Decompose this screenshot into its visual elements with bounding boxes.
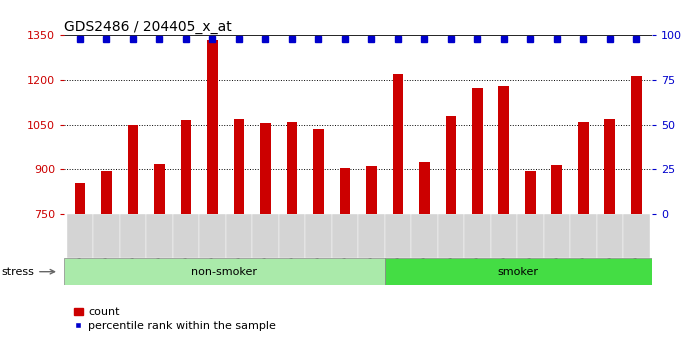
FancyBboxPatch shape <box>517 214 544 258</box>
Bar <box>313 129 324 214</box>
FancyBboxPatch shape <box>146 214 173 258</box>
Bar <box>234 119 244 214</box>
Bar <box>260 123 271 214</box>
FancyBboxPatch shape <box>120 214 146 258</box>
Text: stress: stress <box>1 267 54 277</box>
Bar <box>180 120 191 214</box>
Bar <box>207 40 218 214</box>
FancyBboxPatch shape <box>491 214 517 258</box>
Bar <box>472 87 482 214</box>
FancyBboxPatch shape <box>278 214 305 258</box>
FancyBboxPatch shape <box>385 258 652 285</box>
FancyBboxPatch shape <box>173 214 199 258</box>
Bar <box>74 183 85 214</box>
Bar <box>525 171 536 214</box>
Bar <box>551 165 562 214</box>
Bar <box>578 122 589 214</box>
FancyBboxPatch shape <box>67 214 93 258</box>
FancyBboxPatch shape <box>305 214 331 258</box>
Bar <box>101 171 112 214</box>
Bar <box>631 76 642 214</box>
FancyBboxPatch shape <box>252 214 278 258</box>
Bar <box>445 116 456 214</box>
Text: smoker: smoker <box>498 267 539 277</box>
FancyBboxPatch shape <box>570 214 596 258</box>
Bar <box>419 162 429 214</box>
FancyBboxPatch shape <box>464 214 491 258</box>
Text: GDS2486 / 204405_x_at: GDS2486 / 204405_x_at <box>64 21 232 34</box>
FancyBboxPatch shape <box>199 214 226 258</box>
Bar <box>154 164 165 214</box>
Text: non-smoker: non-smoker <box>191 267 258 277</box>
FancyBboxPatch shape <box>385 214 411 258</box>
Bar <box>127 125 139 214</box>
Bar <box>393 74 403 214</box>
FancyBboxPatch shape <box>226 214 252 258</box>
Bar <box>498 86 509 214</box>
FancyBboxPatch shape <box>544 214 570 258</box>
FancyBboxPatch shape <box>93 214 120 258</box>
FancyBboxPatch shape <box>411 214 438 258</box>
FancyBboxPatch shape <box>623 214 649 258</box>
Legend: count, percentile rank within the sample: count, percentile rank within the sample <box>70 303 280 335</box>
FancyBboxPatch shape <box>596 214 623 258</box>
Bar <box>340 168 350 214</box>
FancyBboxPatch shape <box>64 258 385 285</box>
FancyBboxPatch shape <box>358 214 385 258</box>
FancyBboxPatch shape <box>438 214 464 258</box>
Bar <box>366 166 377 214</box>
FancyBboxPatch shape <box>331 214 358 258</box>
Bar <box>287 122 297 214</box>
Bar <box>604 119 615 214</box>
